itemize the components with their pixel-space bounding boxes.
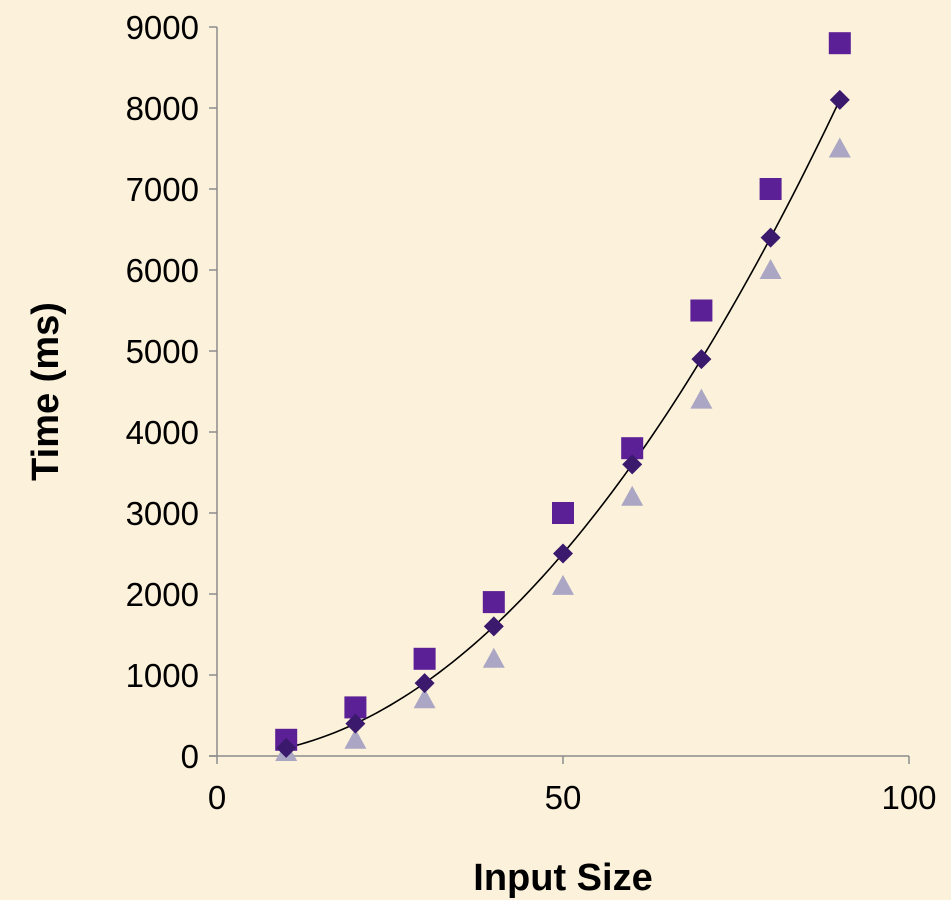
series-square-points	[275, 32, 851, 751]
y-tick-label: 0	[181, 738, 199, 775]
y-tick-label: 4000	[126, 414, 199, 451]
x-tick-label: 0	[208, 779, 226, 816]
trendline	[286, 99, 841, 749]
diamond-point	[691, 349, 712, 370]
triangle-point	[344, 728, 367, 749]
trendline-group	[286, 99, 841, 749]
y-tick-label: 8000	[126, 90, 199, 127]
diamond-point	[414, 673, 435, 694]
triangle-point	[828, 137, 851, 158]
square-point	[621, 437, 644, 460]
diamond-point	[829, 89, 850, 110]
square-point	[344, 696, 367, 719]
y-tick-label: 2000	[126, 576, 199, 613]
x-tick-label: 100	[881, 779, 936, 816]
y-tick-label: 3000	[126, 495, 199, 532]
axes	[209, 26, 910, 764]
tick-labels: 0 1000 2000 3000 4000 5000 6000 7000 8000 9000 0 50…	[126, 9, 937, 816]
diamond-point	[345, 713, 366, 734]
square-point	[552, 502, 574, 524]
y-tick-label: 6000	[126, 252, 199, 289]
x-tick-label: 50	[545, 779, 582, 816]
diamond-point	[622, 454, 643, 475]
x-axis-title: Input Size	[473, 857, 652, 899]
diamond-point	[276, 737, 297, 758]
series-diamond-points	[276, 89, 850, 758]
y-tick-label: 1000	[126, 657, 199, 694]
triangle-point	[552, 574, 574, 595]
square-point	[690, 299, 713, 322]
diamond-point	[483, 616, 504, 637]
y-tick-label: 5000	[126, 333, 199, 370]
square-point	[482, 591, 505, 614]
triangle-point	[759, 259, 782, 279]
diamond-point	[760, 227, 781, 248]
data-points	[275, 32, 851, 761]
diamond-point	[553, 543, 573, 564]
triangle-point	[482, 647, 505, 668]
triangle-point	[413, 688, 436, 709]
y-tick-label: 9000	[126, 9, 199, 46]
triangle-point	[690, 388, 713, 409]
square-point	[413, 647, 436, 670]
series-triangle-points	[275, 137, 851, 761]
square-point	[828, 32, 851, 55]
triangle-point	[621, 485, 644, 506]
y-tick-label: 7000	[126, 171, 199, 208]
y-axis-title: Time (ms)	[25, 302, 67, 481]
square-point	[759, 178, 782, 200]
